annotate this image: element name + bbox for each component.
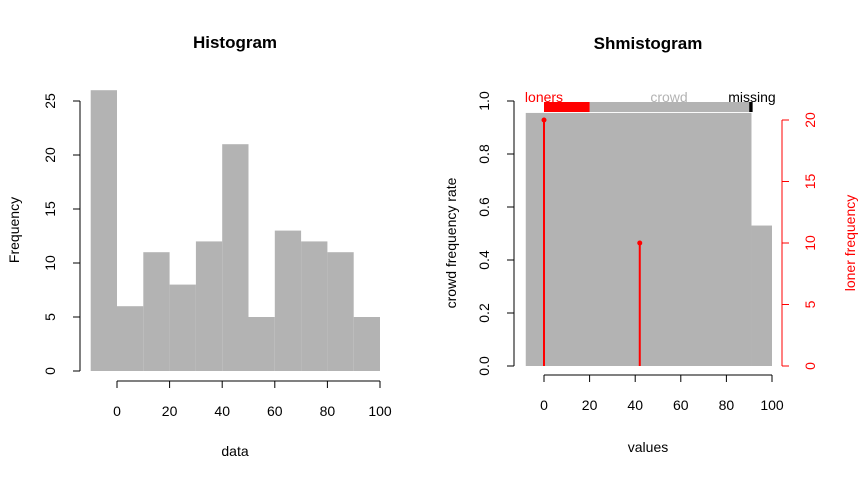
- histogram-bar: [169, 284, 196, 371]
- histogram-bar: [248, 317, 275, 371]
- y2-tick-label: 15: [802, 174, 818, 190]
- shmistogram-x-axis: 0 20 40 60 80 100: [540, 374, 784, 413]
- x-tick-label: 60: [673, 397, 689, 413]
- loner-spikes: [541, 117, 643, 366]
- histogram-bar: [274, 230, 302, 371]
- x-tick-label: 0: [113, 403, 121, 419]
- histogram-bar: [353, 317, 380, 371]
- loner-point: [541, 117, 547, 123]
- y2-tick-label: 10: [802, 235, 818, 251]
- x-tick-label: 100: [368, 403, 392, 419]
- crowd-bar: [751, 225, 772, 366]
- y-tick-label: 0: [42, 367, 58, 375]
- y-tick-label: 25: [42, 93, 58, 109]
- legend-crowd-label: crowd: [650, 89, 687, 105]
- range-legend: loners crowd missing: [525, 89, 776, 112]
- x-tick-label: 80: [320, 403, 336, 419]
- legend-missing-label: missing: [728, 89, 775, 105]
- y-tick-label: 20: [42, 147, 58, 163]
- shmistogram-x-label: values: [628, 439, 668, 455]
- histogram-bar: [301, 241, 328, 371]
- y-tick-label: 0.6: [476, 197, 492, 217]
- y2-tick-label: 20: [802, 112, 818, 128]
- x-tick-label: 100: [760, 397, 784, 413]
- y-tick-label: 5: [42, 313, 58, 321]
- legend-missing-bar: [749, 102, 753, 112]
- legend-loners-label: loners: [525, 89, 563, 105]
- histogram-y-label: Frequency: [6, 197, 22, 263]
- shmistogram-title: Shmistogram: [594, 34, 703, 53]
- histogram-bar: [90, 90, 117, 371]
- x-tick-label: 40: [214, 403, 230, 419]
- y-tick-label: 0.4: [476, 250, 492, 270]
- shmistogram-right-axis: 0 5 10 15 20: [781, 112, 818, 370]
- x-tick-label: 40: [627, 397, 643, 413]
- crowd-bars: [525, 112, 772, 366]
- shmistogram-panel: Shmistogram loners crowd missing 0 20 40 60…: [443, 34, 858, 455]
- crowd-bar: [525, 112, 752, 366]
- y-tick-label: 15: [42, 201, 58, 217]
- y-tick-label: 0.0: [476, 356, 492, 376]
- legend-loners-bar: [544, 102, 590, 112]
- histogram-bars: [90, 90, 380, 371]
- histogram-bar: [195, 241, 223, 371]
- histogram-bar: [117, 306, 144, 371]
- y-tick-label: 0.8: [476, 144, 492, 164]
- x-tick-label: 60: [267, 403, 283, 419]
- y-tick-label: 10: [42, 255, 58, 271]
- histogram-x-label: data: [221, 443, 248, 459]
- shmistogram-y-axis: 0.0 0.2 0.4 0.6 0.8 1.0: [476, 91, 515, 376]
- histogram-panel: Histogram 0 20 40 60 80 100 0 5 10 15 20 25 data F…: [6, 33, 392, 459]
- x-tick-label: 20: [162, 403, 178, 419]
- histogram-y-axis: 0 5 10 15 20 25: [42, 93, 81, 375]
- y2-tick-label: 5: [802, 300, 818, 308]
- y-tick-label: 0.2: [476, 303, 492, 323]
- histogram-x-axis: 0 20 40 60 80 100: [113, 380, 392, 419]
- x-tick-label: 0: [540, 397, 548, 413]
- shmistogram-y2-label: loner frequency: [842, 195, 858, 292]
- x-tick-label: 20: [582, 397, 598, 413]
- legend-crowd-bar: [589, 102, 750, 112]
- y2-tick-label: 0: [802, 362, 818, 370]
- loner-point: [637, 240, 643, 246]
- shmistogram-y-label: crowd frequency rate: [443, 177, 459, 308]
- y-tick-label: 1.0: [476, 91, 492, 111]
- histogram-bar: [222, 144, 249, 371]
- x-tick-label: 80: [719, 397, 735, 413]
- histogram-bar: [143, 252, 170, 371]
- histogram-title: Histogram: [193, 33, 277, 52]
- histogram-bar: [327, 252, 354, 371]
